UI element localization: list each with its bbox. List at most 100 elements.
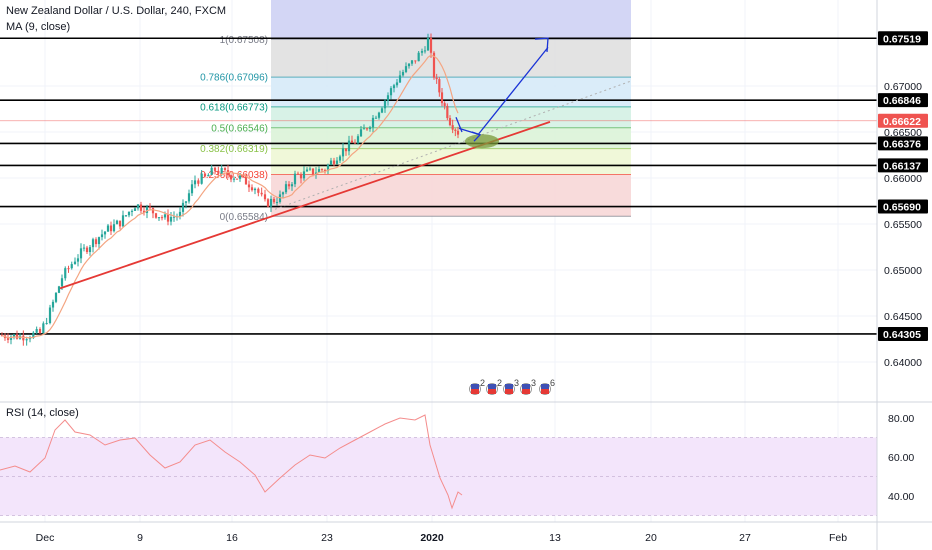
candle-body (85, 247, 89, 253)
candle-body (263, 194, 267, 200)
candle-body (151, 208, 155, 214)
economic-event-flag-icon[interactable]: 3 (520, 378, 537, 395)
candle-body (332, 160, 336, 164)
candle-body (142, 210, 146, 213)
candle-body (365, 128, 369, 130)
economic-event-flag-icon[interactable]: 6 (539, 378, 556, 395)
candle-body (323, 169, 327, 171)
drawings-layer[interactable] (59, 37, 631, 290)
candle-body (341, 148, 345, 157)
candle-body (169, 217, 173, 222)
candle-body (76, 258, 80, 262)
time-tick-label: 9 (137, 532, 143, 544)
candle-body (166, 214, 170, 222)
candle-body (232, 178, 236, 180)
fib-zone (271, 127, 631, 149)
candle-body (284, 184, 288, 193)
economic-event-flag-icon[interactable]: 2 (469, 378, 486, 395)
fibonacci-retracement[interactable]: 1(0.67508) 0.786(0.67096) 0.618(0.66773) 0.… (200, 0, 631, 223)
candle-body (97, 237, 101, 245)
candle-body (54, 292, 58, 302)
candle-body (311, 168, 315, 175)
candle-body (410, 60, 414, 64)
rsi-panel: 80.00 60.00 40.00 (0, 413, 914, 516)
level-price-label: 0.66846 (883, 95, 921, 107)
fib-level-label: 0.236(0.66038) (200, 170, 268, 181)
candle-body (157, 217, 161, 219)
candle-body (448, 118, 452, 126)
economic-event-flag-icon[interactable]: 2 (486, 378, 503, 395)
candle-body (440, 92, 444, 104)
candle-body (103, 231, 107, 235)
candle-body (432, 52, 436, 78)
candle-body (73, 261, 77, 265)
candle-body (197, 180, 200, 184)
candle-body (377, 112, 381, 118)
candle-body (296, 173, 300, 175)
rsi-tick-label: 40.00 (888, 491, 914, 503)
level-price-box (878, 93, 928, 108)
flag-count: 3 (514, 378, 519, 388)
time-tick-label: 27 (739, 532, 751, 544)
candle-body (200, 173, 203, 184)
candle-body (353, 142, 357, 144)
flag-blue (541, 384, 549, 389)
candle-body (12, 334, 16, 337)
candle-body (435, 77, 438, 80)
rsi-line (0, 414, 463, 510)
level-price-box (878, 199, 928, 214)
candle-body (15, 334, 19, 339)
candle-body (305, 169, 309, 172)
candle-body (42, 323, 45, 334)
flag-red (541, 389, 549, 394)
event-markers[interactable]: 2 2 3 3 6 (469, 378, 556, 395)
candle-body (290, 184, 294, 187)
candle-body (38, 329, 42, 334)
fib-zone (271, 39, 631, 78)
flag-red (488, 389, 496, 394)
economic-event-flag-icon[interactable]: 3 (503, 378, 520, 395)
candle-body (398, 75, 402, 83)
candle-body (118, 220, 122, 227)
candle-body (148, 206, 152, 209)
level-price-label: 0.64305 (883, 329, 921, 341)
candle-body (420, 51, 424, 53)
candle-body (260, 192, 263, 195)
flag-red (522, 389, 530, 394)
level-price-label: 0.67519 (883, 33, 921, 45)
candle-body (401, 72, 405, 76)
flag-blue (471, 384, 479, 389)
candle-body (172, 216, 176, 218)
candle-body (347, 140, 351, 152)
horizontal-levels[interactable] (0, 37, 877, 335)
candle-body (115, 220, 119, 225)
fib-level-label: 0(0.65584) (220, 212, 268, 223)
candle-body (9, 336, 13, 340)
candle-body (229, 175, 233, 180)
candle-body (220, 168, 223, 174)
candle-body (160, 217, 164, 219)
price-tick-label: 0.64500 (884, 311, 922, 323)
candle-body (362, 128, 366, 130)
candle-body (253, 188, 257, 191)
time-tick-label: 13 (549, 532, 561, 544)
candle-body (250, 187, 254, 191)
projection-arrowhead (534, 37, 549, 53)
level-price-label: 0.66376 (883, 138, 921, 150)
candle-body (266, 199, 270, 207)
price-tick-label: 0.67000 (884, 81, 922, 93)
current-price-box (878, 113, 928, 128)
candle-body (386, 95, 390, 101)
candle-body (389, 88, 393, 96)
candle-body (213, 167, 217, 171)
flag-red (471, 389, 479, 394)
candle-body (383, 100, 387, 109)
candle-body (344, 148, 348, 152)
candle-body (88, 247, 92, 253)
candle-body (207, 174, 210, 177)
flag-count: 6 (550, 378, 555, 388)
candle-body (244, 175, 248, 185)
fib-extension-zone (271, 0, 631, 40)
